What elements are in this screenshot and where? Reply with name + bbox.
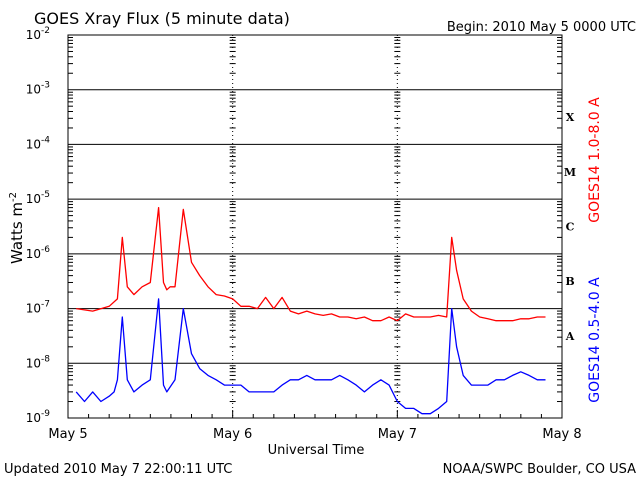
y-tick-exponent: -4 <box>41 135 50 145</box>
x-tick-labels: May 5 May 6 May 7 May 8 <box>48 427 581 442</box>
y-tick-label: 10-5 <box>26 190 50 206</box>
x-tick-label: May 7 <box>378 427 417 442</box>
y-axis-label-base: Watts m <box>8 202 26 264</box>
flare-class-label: X <box>566 111 575 124</box>
y-tick-label: 10-8 <box>26 354 51 370</box>
y-tick-labels: 10-910-810-710-610-510-410-310-2 <box>26 26 51 425</box>
x-axis-label: Universal Time <box>268 443 365 458</box>
flare-class-label: C <box>566 221 575 234</box>
series-group <box>75 206 546 415</box>
series-short-channel-line <box>75 298 546 415</box>
legend-short-channel: GOES14 0.5-4.0 A <box>587 277 603 403</box>
updated-timestamp: Updated 2010 May 7 22:00:11 UTC <box>4 462 232 477</box>
y-axis-label: Watts m-2 <box>8 192 26 264</box>
y-tick-label: 10-3 <box>26 81 50 97</box>
y-tick-base: 10 <box>26 247 41 261</box>
y-tick-base: 10 <box>26 192 41 206</box>
flare-class-label: B <box>565 275 574 288</box>
x-tick-label: May 8 <box>542 427 581 442</box>
y-tick-base: 10 <box>26 356 41 370</box>
x-tick-label: May 6 <box>213 427 252 442</box>
y-tick-base: 10 <box>26 83 41 97</box>
y-tick-label: 10-7 <box>26 300 50 316</box>
plot-area <box>67 34 563 419</box>
flare-class-label: A <box>565 330 575 343</box>
y-tick-base: 10 <box>26 411 41 425</box>
begin-label: Begin: 2010 May 5 0000 UTC <box>447 20 636 35</box>
grid-lines <box>67 35 563 418</box>
y-tick-label: 10-4 <box>26 135 51 151</box>
x-tick-label: May 5 <box>48 427 87 442</box>
flare-class-labels: A B C M X <box>564 111 576 343</box>
series-long-channel-line <box>76 206 546 322</box>
y-tick-exponent: -6 <box>41 245 50 255</box>
y-tick-exponent: -7 <box>41 300 50 310</box>
y-tick-label: 10-6 <box>26 245 51 261</box>
y-tick-base: 10 <box>26 28 41 42</box>
plot-frame <box>67 34 563 419</box>
y-tick-exponent: -3 <box>41 81 50 91</box>
y-tick-exponent: -2 <box>41 26 50 36</box>
legend-long-channel: GOES14 1.0-8.0 A <box>587 97 603 223</box>
y-tick-label: 10-9 <box>26 409 51 425</box>
source-credit: NOAA/SWPC Boulder, CO USA <box>443 462 636 477</box>
y-tick-exponent: -5 <box>41 190 50 200</box>
flare-class-label: M <box>564 166 576 179</box>
y-tick-base: 10 <box>26 137 41 151</box>
y-tick-label: 10-2 <box>26 26 50 42</box>
y-tick-exponent: -9 <box>41 409 50 419</box>
y-tick-exponent: -8 <box>41 354 50 364</box>
y-axis-label-exp: -2 <box>8 192 19 202</box>
y-tick-base: 10 <box>26 302 41 316</box>
chart-title: GOES Xray Flux (5 minute data) <box>34 9 290 28</box>
